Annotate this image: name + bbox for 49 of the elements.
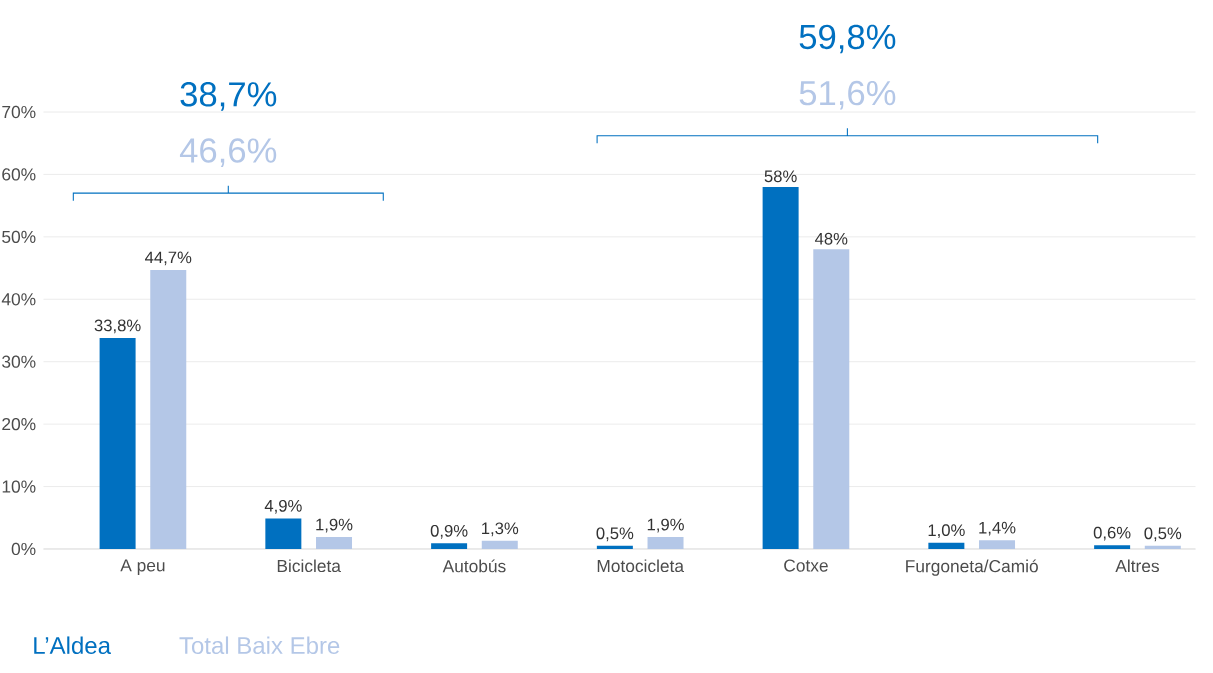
bar bbox=[762, 186, 799, 549]
y-tick-label: 40% bbox=[1, 293, 36, 306]
data-label: 4,9% bbox=[264, 499, 302, 514]
x-tick-label: A peu bbox=[120, 559, 165, 575]
bar bbox=[1094, 545, 1131, 549]
y-tick-label: 10% bbox=[2, 480, 36, 493]
data-label: 58% bbox=[764, 170, 797, 183]
y-tick-label: 50% bbox=[2, 230, 36, 243]
bar bbox=[596, 545, 633, 549]
y-tick-label: 0% bbox=[11, 542, 36, 556]
bar bbox=[979, 540, 1016, 549]
data-label: 0,5% bbox=[1144, 527, 1182, 542]
x-tick-label: Motocicleta bbox=[597, 559, 685, 573]
data-label: 0,9% bbox=[430, 524, 468, 539]
text: 59,8% bbox=[799, 24, 896, 54]
x-tick-label: Furgoneta/Camió bbox=[906, 559, 1038, 576]
data-label: 48% bbox=[814, 232, 848, 245]
text: 51,6% bbox=[799, 80, 896, 110]
annotation: 46,6% bbox=[179, 138, 277, 167]
bar bbox=[481, 540, 518, 549]
text: L’Aldea bbox=[34, 636, 111, 655]
bar bbox=[431, 543, 468, 549]
x-tick-label: Bicicleta bbox=[277, 559, 341, 573]
x-tick-label: Cotxe bbox=[784, 559, 828, 572]
bar bbox=[647, 537, 684, 549]
x-tick-label: Autobús bbox=[442, 559, 506, 573]
data-label: 1,3% bbox=[482, 522, 519, 537]
text: 38,7% bbox=[180, 82, 277, 111]
y-tick-label: 70% bbox=[2, 105, 36, 119]
bar bbox=[928, 542, 965, 549]
data-label: 33,8% bbox=[94, 319, 141, 334]
data-label: 1,9% bbox=[647, 518, 684, 533]
y-tick-label: 20% bbox=[2, 417, 36, 431]
bar bbox=[1144, 545, 1181, 549]
data-label: 1,9% bbox=[316, 518, 353, 533]
text: Total Baix Ebre bbox=[179, 636, 340, 655]
data-label: 0,5% bbox=[596, 527, 634, 542]
data-label: 1,0% bbox=[928, 524, 965, 539]
y-tick-label: 30% bbox=[2, 355, 36, 368]
data-label: 0,6% bbox=[1093, 526, 1131, 541]
bar bbox=[150, 269, 187, 549]
x-tick-label: Altres bbox=[1115, 559, 1159, 573]
bar bbox=[813, 249, 850, 549]
data-label: 1,4% bbox=[979, 521, 1016, 536]
bar bbox=[265, 518, 302, 549]
bar bbox=[99, 337, 136, 549]
data-label: 44,7% bbox=[145, 251, 192, 266]
y-tick-label: 60% bbox=[2, 168, 36, 181]
bar bbox=[316, 537, 353, 549]
